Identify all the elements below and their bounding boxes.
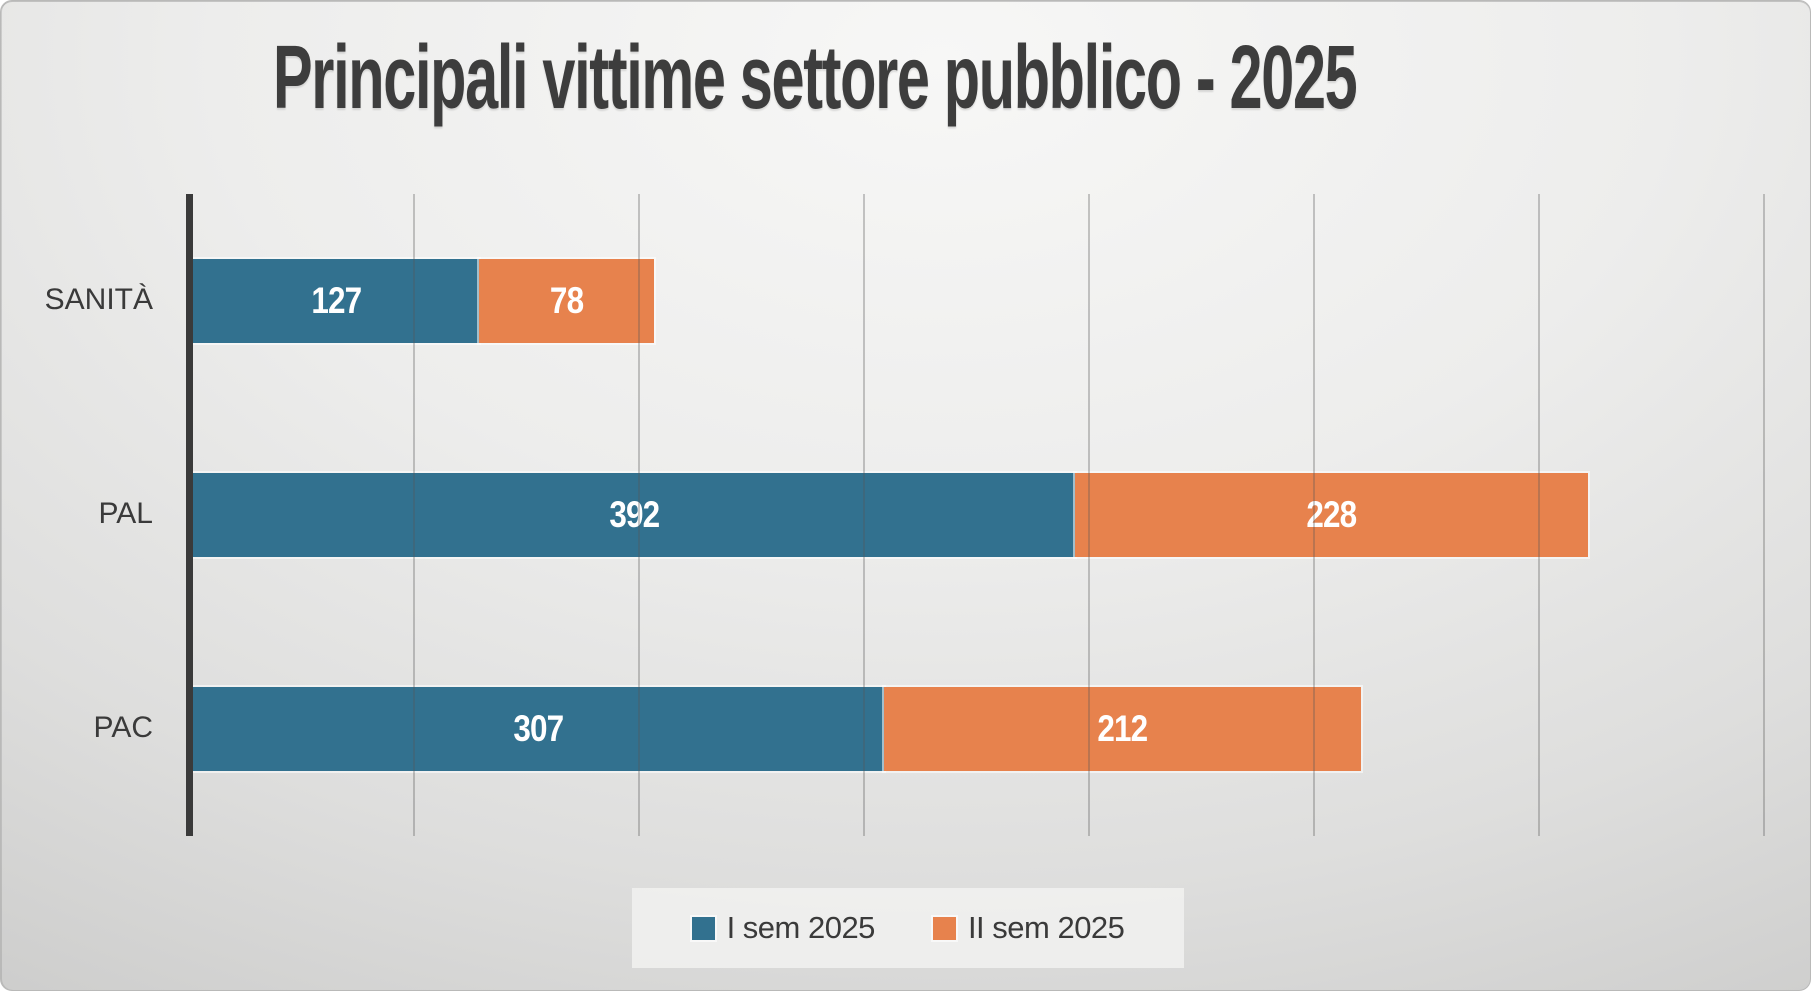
data-label: 127 (310, 280, 362, 321)
category-label-1: SANITÀ (44, 283, 153, 316)
category-label-2: PAL (98, 497, 153, 530)
bar-segment-sanità-series2: 78 (478, 259, 655, 343)
legend-label-2: II sem 2025 (967, 910, 1125, 945)
legend-item-1: I sem 2025 (691, 910, 876, 946)
category-axis-line (186, 194, 193, 836)
chart-title: Principali vittime settore pubblico - 20… (273, 28, 1358, 128)
gridline-300 (863, 194, 865, 836)
legend-label-1: I sem 2025 (726, 910, 876, 945)
legend-item-2: II sem 2025 (932, 910, 1125, 946)
bar-segment-pal-series2: 228 (1075, 473, 1588, 557)
gridline-400 (1088, 194, 1090, 836)
bar-segment-pac-series1: 307 (193, 687, 884, 771)
gridline-700 (1763, 194, 1765, 836)
gridline-600 (1538, 194, 1540, 836)
gridline-100 (413, 194, 415, 836)
gridline-200 (638, 194, 640, 836)
legend-swatch-icon (932, 916, 956, 940)
gridline-500 (1313, 194, 1315, 836)
bar-segment-sanità-series1: 127 (193, 259, 479, 343)
data-label: 78 (549, 280, 584, 321)
data-label: 392 (609, 494, 660, 535)
category-label-3: PAC (93, 711, 153, 744)
bar-segment-pal-series1: 392 (193, 473, 1075, 557)
data-label: 228 (1306, 494, 1358, 535)
legend: I sem 2025 II sem 2025 (632, 888, 1184, 968)
legend-swatch-icon (691, 916, 715, 940)
data-label: 307 (513, 708, 564, 749)
data-label: 212 (1097, 708, 1148, 749)
bar-segment-pac-series2: 212 (883, 687, 1361, 771)
